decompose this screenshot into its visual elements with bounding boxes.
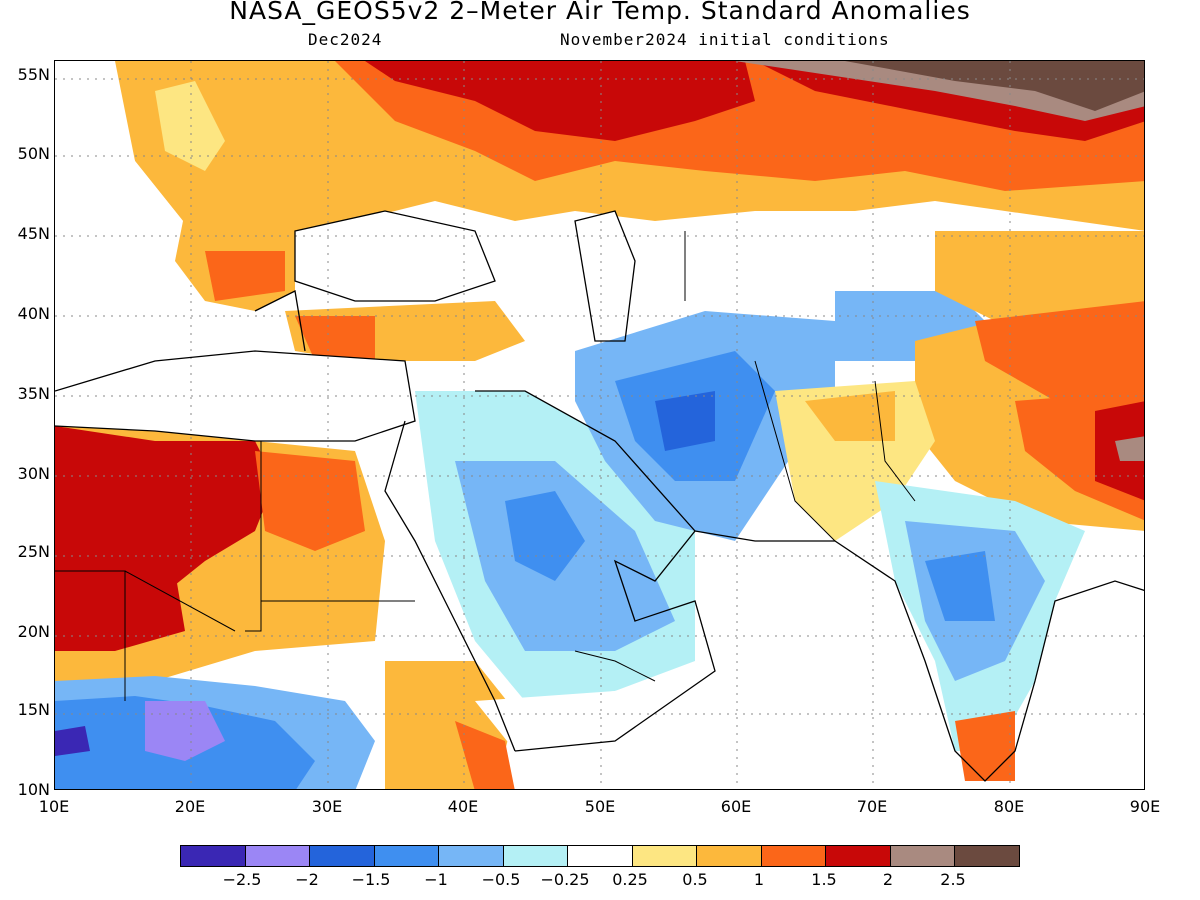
colorbar-label: 2 [882,870,894,889]
colorbar-label: 1 [753,870,765,889]
russia-darkred-region [365,61,755,141]
mediterranean-sea [55,351,415,441]
turkey-redorange [295,316,375,361]
india-blue [925,551,995,621]
lat-label-20n: 20N [17,622,50,641]
graticule [55,61,1144,789]
sahel-indigo [55,726,90,756]
himalaya-brownlight [1115,436,1144,461]
lat-label-15n: 15N [17,700,50,719]
colorbar-swatch [439,846,504,866]
arabian-sea [675,541,935,789]
colorbar-label: 1.5 [811,870,837,889]
colorbar-swatch [826,846,891,866]
colorbar-swatch [181,846,246,866]
colorbar-swatch [761,846,827,866]
anomaly-map-canvas [55,61,1144,789]
colorbar-label: 0.5 [682,870,708,889]
horn-redorange [455,721,515,789]
egypt-redorange [255,451,365,551]
sahel-purple [145,701,225,761]
lat-label-40n: 40N [17,304,50,323]
central-europe-yellow [155,81,225,171]
lon-label-10e: 10E [38,797,70,816]
lat-label-55n: 55N [17,65,50,84]
colorbar-swatch [697,846,762,866]
colorbar [180,845,1020,867]
colorbar-swatch [374,846,440,866]
bay-of-bengal [1015,591,1144,789]
colorbar-swatch [632,846,698,866]
lon-label-40e: 40E [447,797,479,816]
tibet-redorange [975,301,1144,401]
lon-label-70e: 70E [856,797,888,816]
arabia-blue [505,491,585,581]
colorbar-swatch [568,846,633,866]
lat-label-25n: 25N [17,542,50,561]
forecast-month: Dec2024 [308,30,383,49]
lon-label-90e: 90E [1129,797,1161,816]
borders [55,231,916,701]
lat-label-10n: 10N [17,780,50,799]
lon-label-30e: 30E [311,797,343,816]
coastlines [55,210,1144,782]
northeast-browndark-region [845,61,1144,111]
lat-label-30n: 30N [17,464,50,483]
colorbar-label: −0.5 [481,870,521,889]
lon-label-50e: 50E [584,797,616,816]
anomaly-map [54,60,1145,790]
south-india-redorange [955,711,1015,781]
yemen-oman-white [475,671,715,751]
colorbar-swatch [503,846,569,866]
initial-conditions: November2024 initial conditions [560,30,890,49]
colorbar-label: −1.5 [351,870,391,889]
colorbar-label: 0.25 [612,870,648,889]
colorbar-label: −0.25 [540,870,590,889]
colorbar-label: 2.5 [940,870,966,889]
lon-label-60e: 60E [720,797,752,816]
lon-label-20e: 20E [174,797,206,816]
black-sea [295,211,495,301]
colorbar-label: −2 [295,870,319,889]
colorbar-label: −1 [424,870,448,889]
libya-darkred [55,426,275,601]
colorbar-label: −2.5 [222,870,262,889]
colorbar-swatch [310,846,375,866]
colorbar-swatch [890,846,956,866]
pakistan-orange [805,391,895,441]
lon-label-80e: 80E [993,797,1025,816]
colorbar-swatch [245,846,311,866]
western-europe-region [55,61,215,391]
lat-label-50n: 50N [17,144,50,163]
chad-darkred [55,571,185,651]
colorbar-swatch [955,846,1019,866]
lat-label-45n: 45N [17,224,50,243]
map-title: NASA_GEOS5v2 2–Meter Air Temp. Standard … [229,0,971,25]
iran-darkblue [655,391,715,451]
lat-label-35n: 35N [17,384,50,403]
balkans-redorange [205,251,285,301]
